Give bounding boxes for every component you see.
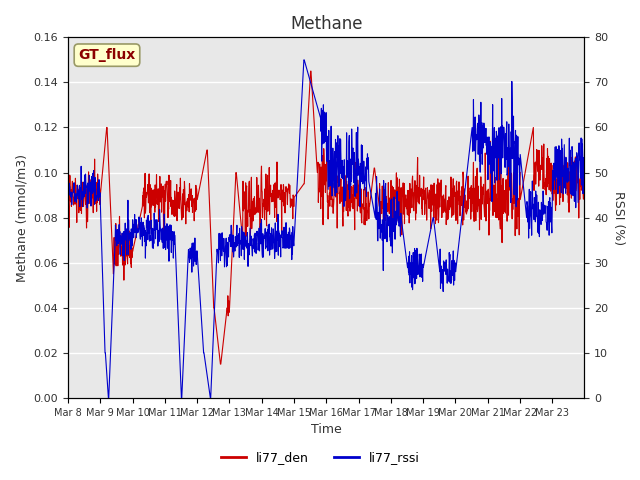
X-axis label: Time: Time [311, 423, 342, 436]
Y-axis label: Methane (mmol/m3): Methane (mmol/m3) [15, 154, 28, 282]
Y-axis label: RSSI (%): RSSI (%) [612, 191, 625, 245]
Legend: li77_den, li77_rssi: li77_den, li77_rssi [216, 446, 424, 469]
Title: Methane: Methane [290, 15, 362, 33]
Text: GT_flux: GT_flux [78, 48, 136, 62]
